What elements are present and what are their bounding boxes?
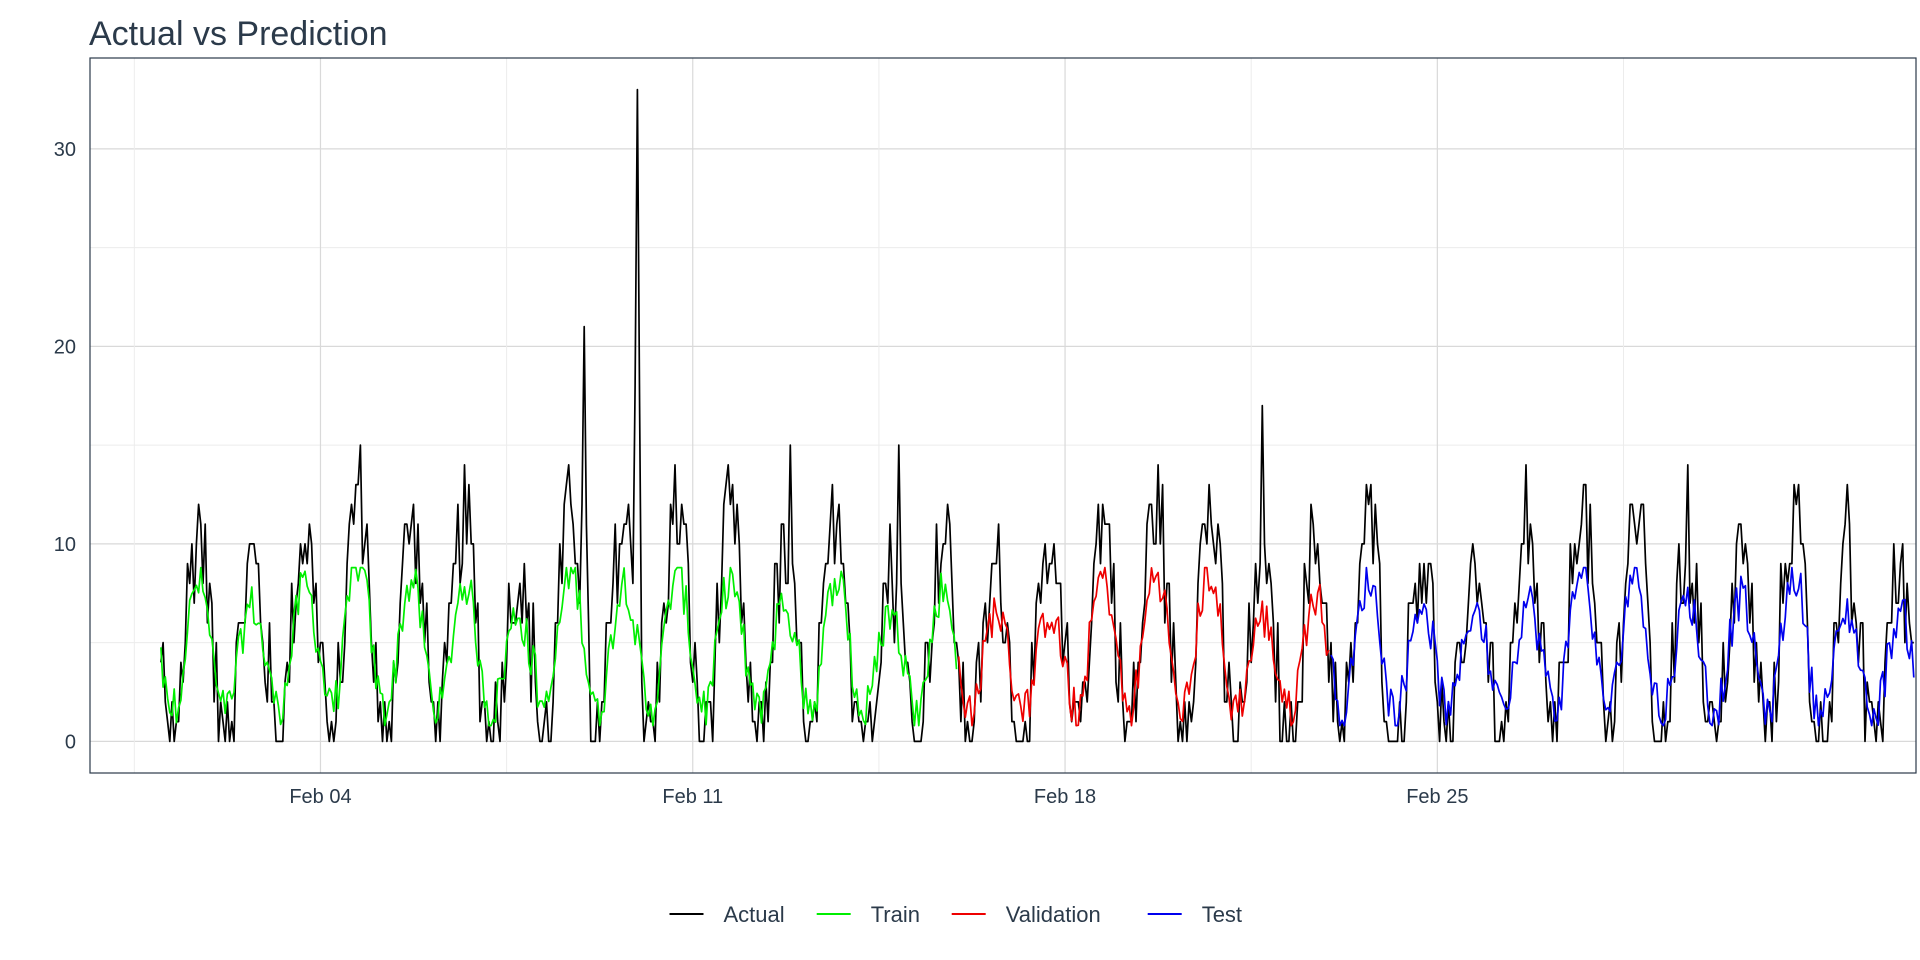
grid-lines — [90, 58, 1916, 773]
series-line-test — [1330, 566, 1915, 727]
legend-label-actual: Actual — [724, 902, 785, 927]
legend-label-train: Train — [871, 902, 920, 927]
series-line-actual — [160, 88, 1914, 743]
plot-panel-border — [89, 57, 1917, 774]
x-tick-label: Feb 04 — [289, 786, 351, 808]
series-lines — [160, 88, 1915, 743]
y-tick-label: 10 — [54, 534, 76, 556]
legend-label-validation: Validation — [1006, 902, 1101, 927]
x-axis-ticks: Feb 04 Feb 11 Feb 18 Feb 25 — [289, 786, 1468, 808]
series-line-validation — [957, 566, 1330, 727]
y-tick-label: 30 — [54, 139, 76, 161]
x-tick-label: Feb 18 — [1034, 786, 1096, 808]
legend: Actual Train Validation Test — [669, 902, 1242, 927]
y-tick-label: 0 — [65, 731, 76, 753]
x-tick-label: Feb 25 — [1406, 786, 1468, 808]
x-tick-label: Feb 11 — [662, 786, 723, 808]
y-tick-label: 20 — [54, 336, 76, 358]
y-axis-ticks: 0 10 20 30 — [54, 139, 76, 754]
chart-title: Actual vs Prediction — [89, 15, 388, 53]
legend-label-test: Test — [1202, 902, 1242, 927]
series-line-train — [160, 566, 958, 727]
